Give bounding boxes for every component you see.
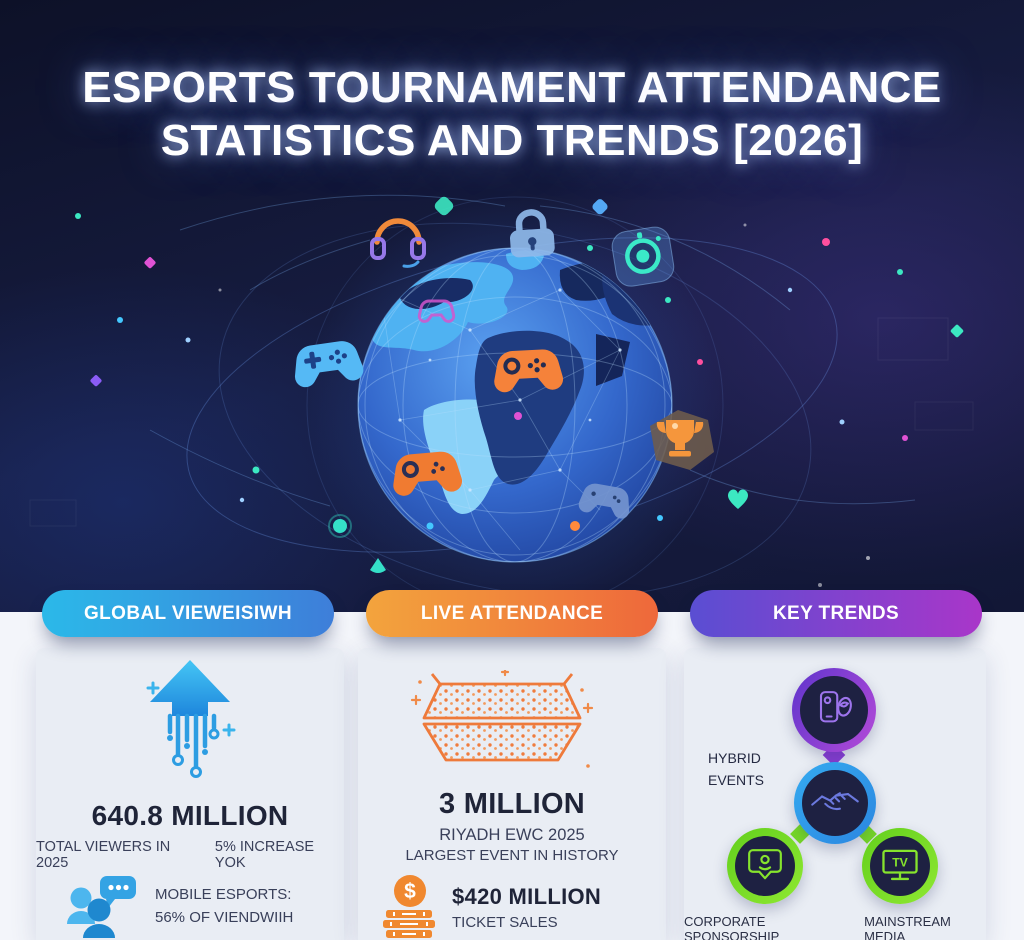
stat-total-viewers: 640.8 MILLION [91, 800, 289, 831]
card-global-viewership: 640.8 MILLION TOTAL VIEWERS IN 2025 5% I… [36, 648, 344, 940]
money-tickets-icon: $ [383, 875, 435, 938]
ticket-sales-label: TICKET SALES [452, 914, 558, 931]
heart-icon [728, 489, 748, 509]
trends-bottom-labels: CORPORATE SPONSORSHIP MAINSTREAM MEDIA [684, 914, 986, 940]
page-title: ESPORTS TOURNAMENT ATTENDANCE STATISTICS… [0, 62, 1024, 168]
gamepad-icon-orange-left [390, 450, 463, 497]
card-live-attendance: 3 MILLION RIYADH EWC 2025 LARGEST EVENT … [358, 648, 666, 940]
gem-icon [370, 558, 386, 573]
mainstream-media-label: MAINSTREAM MEDIA [864, 914, 951, 940]
network-lines [149, 194, 916, 507]
gamepad-icon-blue-small [577, 481, 633, 520]
mobile-esports-text: MOBILE ESPORTS: 56% OF VIENDWIIH [155, 876, 293, 929]
gamepad-icon-blue [290, 338, 365, 389]
header-key-trends-label: KEY TRENDS [772, 602, 900, 624]
timer-icon [611, 226, 675, 287]
mobile-esports-line1: MOBILE ESPORTS: [155, 886, 292, 903]
people-chat-icon [67, 876, 136, 938]
header-live-attendance: LIVE ATTENDANCE [366, 590, 658, 637]
svg-text:$: $ [404, 880, 416, 903]
hybrid-events-node [792, 668, 876, 752]
partnership-node [794, 762, 876, 844]
hero-section: ESPORTS TOURNAMENT ATTENDANCE STATISTICS… [0, 0, 1024, 612]
caption-largest-event: LARGEST EVENT IN HISTORY [405, 847, 619, 864]
stat-total-viewers-caption: TOTAL VIEWERS IN 2025 5% INCREASE YOK [36, 839, 344, 871]
tv-icon: TV [882, 849, 918, 881]
gamepad-icon-orange-center [492, 348, 564, 393]
ticket-sales-value: $420 MILLION [452, 884, 602, 909]
headphones-icon [370, 218, 426, 268]
corporate-sponsorship-label: CORPORATE SPONSORSHIP [684, 914, 780, 940]
mobile-esports-substat: MOBILE ESPORTS: 56% OF VIENDWIIH [66, 876, 293, 938]
header-key-trends: KEY TRENDS [690, 590, 982, 637]
header-live-attendance-label: LIVE ATTENDANCE [420, 602, 604, 624]
trophy-icon [650, 410, 714, 470]
card-key-trends: TV HYBRID EVENTS CORPORATE SPONSORSHIP M… [684, 648, 986, 940]
sponsor-badge-icon [748, 849, 782, 880]
mainstream-media-node: TV [862, 828, 938, 904]
stat-live-attendance: 3 MILLION [438, 788, 586, 820]
particles [29, 196, 974, 587]
handshake-icon [811, 792, 859, 811]
caption-total-viewers: TOTAL VIEWERS IN 2025 [36, 839, 171, 871]
mobile-esports-line2: 56% OF VIENDWIIH [155, 908, 294, 926]
header-global-viewership: GLOBAL VIEWEISIWH [42, 590, 334, 637]
ticket-sales-substat: $ $420 MILLION TICKET SALES [380, 874, 601, 940]
hybrid-events-label: HYBRID EVENTS [708, 750, 765, 788]
ticket-sales-text: $420 MILLION TICKET SALES [452, 874, 601, 931]
phone-person-icon [819, 691, 852, 723]
caption-riyadh-ewc: RIYADH EWC 2025 [439, 826, 585, 844]
page-title-line1: ESPORTS TOURNAMENT ATTENDANCE [82, 63, 942, 112]
globe-illustration [29, 194, 974, 612]
page-title-line2: STATISTICS AND TRENDS [2026] [160, 115, 864, 165]
growth-arrow-icon [146, 660, 236, 778]
svg-text:TV: TV [892, 856, 908, 870]
header-global-viewership-label: GLOBAL VIEWEISIWH [83, 602, 293, 624]
padlock-icon [510, 209, 555, 258]
corporate-sponsorship-node [727, 828, 803, 904]
stadium-crowd-icon [410, 670, 594, 768]
caption-yoy-increase: 5% INCREASE YOK [214, 839, 315, 871]
